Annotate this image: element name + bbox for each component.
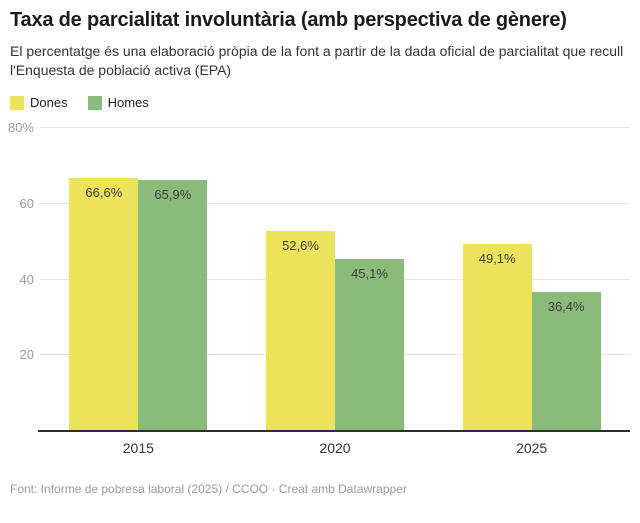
x-axis-baseline [38, 430, 630, 432]
y-tick-label-40: 40 [19, 271, 34, 287]
value-label-dones-2025: 49,1% [478, 251, 516, 267]
value-label-dones-2015: 66,6% [85, 184, 123, 200]
dones-color-swatch [10, 95, 24, 110]
x-axis-label-2020: 2020 [319, 440, 351, 456]
source-attribution: Font: Informe de pobresa laboral (2025) … [10, 482, 407, 496]
value-label-homes-2015: 65,9% [154, 187, 192, 203]
chart-title: Taxa de parcialitat involuntària (amb pe… [10, 9, 567, 31]
bar-dones-2020: 52,6% [266, 230, 335, 430]
legend-item-dones: Dones [10, 95, 68, 110]
chart-card: Taxa de parcialitat involuntària (amb pe… [0, 8, 640, 523]
x-axis-label-2015: 2015 [122, 440, 154, 456]
value-label-dones-2020: 52,6% [282, 237, 319, 253]
value-label-homes-2020: 45,1% [351, 266, 388, 282]
chart-subtitle: El percentatge és una elaboració pròpia … [10, 43, 624, 78]
bar-chart: 20 40 60 80% 66,6% 65,9% 2015 52,6% 45,1% 2020 49,… [0, 119, 640, 469]
value-label-homes-2025: 36,4% [547, 299, 585, 315]
y-tick-label-80: 80% [7, 120, 34, 135]
legend-label-dones: Dones [30, 95, 68, 110]
legend-item-homes: Homes [87, 95, 149, 110]
y-tick-label-20: 20 [19, 347, 34, 363]
bar-homes-2020: 45,1% [335, 259, 404, 430]
bar-dones-2015: 66,6% [69, 177, 139, 430]
legend: Dones Homes [10, 95, 630, 110]
x-axis-label-2025: 2025 [516, 440, 548, 456]
legend-label-homes: Homes [107, 95, 149, 110]
bar-homes-2025: 36,4% [531, 292, 601, 430]
bar-dones-2025: 49,1% [462, 244, 532, 430]
gridline-80 [40, 127, 630, 128]
gridline-60 [40, 202, 630, 204]
y-tick-label-60: 60 [19, 195, 34, 211]
homes-color-swatch [87, 95, 102, 110]
bar-homes-2015: 65,9% [138, 180, 208, 430]
